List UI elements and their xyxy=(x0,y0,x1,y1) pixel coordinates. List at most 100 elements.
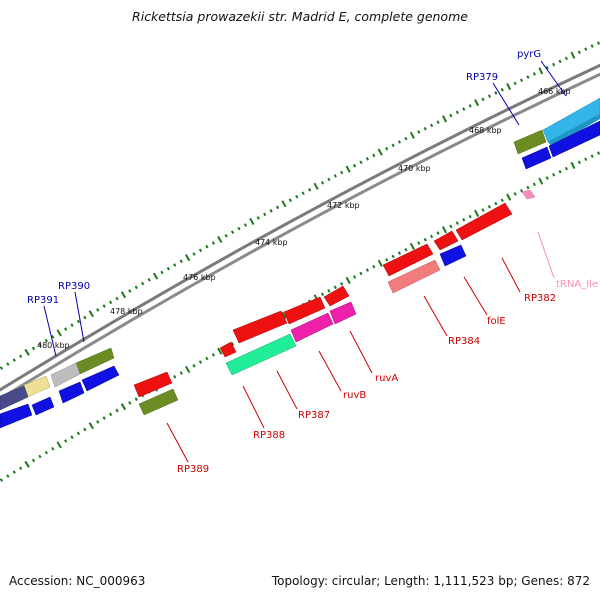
gene-block-RP382-arrow[interactable] xyxy=(433,230,459,251)
label-folE[interactable]: folE xyxy=(487,316,506,327)
gene-block-RP389[interactable] xyxy=(138,388,179,416)
minor-tick xyxy=(134,285,138,290)
major-tick xyxy=(377,259,383,267)
gene-block-blue-left-4[interactable] xyxy=(0,403,33,429)
minor-tick xyxy=(552,173,556,177)
label-RP387[interactable]: RP387 xyxy=(298,410,330,421)
minor-tick xyxy=(391,254,395,259)
label-tRNA_Ile[interactable]: tRNA_Ile xyxy=(556,279,598,290)
gene-block-khaki[interactable] xyxy=(23,375,51,398)
gene-block-blue-left-1[interactable] xyxy=(81,365,120,392)
kbp-label-476: 476 kbp xyxy=(183,273,216,282)
label-ruvB[interactable]: ruvB xyxy=(343,390,366,401)
minor-tick xyxy=(468,214,472,219)
minor-tick xyxy=(102,416,106,420)
label-RP382[interactable]: RP382 xyxy=(524,293,556,304)
minor-tick xyxy=(436,120,440,124)
label-RP384[interactable]: RP384 xyxy=(448,336,480,347)
minor-tick xyxy=(237,226,241,231)
leader-RP387 xyxy=(276,370,298,410)
gene-block-folE[interactable] xyxy=(439,244,467,267)
minor-tick xyxy=(340,170,344,175)
gene-block-RP384[interactable] xyxy=(387,259,441,294)
minor-tick xyxy=(564,56,569,61)
backbone-outer xyxy=(0,63,600,392)
leader-folE xyxy=(463,276,488,316)
leader-RP391 xyxy=(43,305,57,357)
minor-tick xyxy=(333,174,337,178)
gene-block-blue-left-3[interactable] xyxy=(31,396,55,416)
minor-tick xyxy=(0,478,4,482)
gene-block-RP384-top[interactable] xyxy=(382,243,434,277)
gene-block-blue-left-2[interactable] xyxy=(58,381,85,404)
minor-tick xyxy=(179,371,183,375)
minor-tick xyxy=(449,113,453,118)
minor-tick xyxy=(141,281,145,286)
major-tick xyxy=(345,276,351,284)
label-RP379[interactable]: RP379 xyxy=(466,72,498,83)
minor-tick xyxy=(205,356,209,361)
leader-RP389 xyxy=(166,422,189,463)
major-tick xyxy=(281,311,287,319)
label-pyrG[interactable]: pyrG xyxy=(517,49,541,60)
major-tick xyxy=(185,254,191,262)
gene-block-red-small[interactable] xyxy=(219,341,237,358)
major-tick xyxy=(24,348,30,356)
label-RP391[interactable]: RP391 xyxy=(27,295,59,306)
minor-tick xyxy=(558,169,562,174)
minor-tick xyxy=(404,247,408,252)
gene-block-tRNA_Ile[interactable] xyxy=(521,189,536,200)
minor-tick xyxy=(372,264,376,269)
gene-block-RP379[interactable] xyxy=(513,129,547,155)
major-tick xyxy=(506,82,512,91)
minor-tick xyxy=(359,271,363,276)
major-tick xyxy=(570,161,576,170)
minor-tick xyxy=(76,431,81,436)
minor-tick xyxy=(0,366,4,370)
gene-block-blue-top-1[interactable] xyxy=(521,146,552,170)
gene-block-ruvB[interactable] xyxy=(290,312,334,343)
minor-tick xyxy=(481,208,485,212)
minor-tick xyxy=(51,446,55,451)
backbone-inner xyxy=(0,72,600,401)
gene-block-ruvA-top[interactable] xyxy=(323,285,350,307)
major-tick xyxy=(570,51,576,59)
label-RP390[interactable]: RP390 xyxy=(58,281,90,292)
accession-text: Accession: NC_000963 xyxy=(9,574,146,588)
kbp-label-472: 472 kbp xyxy=(327,201,360,210)
minor-tick xyxy=(545,65,549,70)
minor-tick xyxy=(519,78,524,83)
gene-block-RP389-top[interactable] xyxy=(133,371,173,398)
gene-block-blue-top-2[interactable] xyxy=(548,120,600,158)
minor-tick xyxy=(134,397,138,401)
minor-tick xyxy=(494,91,498,95)
minor-tick xyxy=(44,338,48,343)
gene-block-pyrG[interactable] xyxy=(542,97,600,143)
label-ruvA[interactable]: ruvA xyxy=(375,373,398,384)
minor-tick xyxy=(198,360,203,364)
leader-RP388 xyxy=(242,385,265,429)
minor-tick xyxy=(275,205,280,210)
minor-tick xyxy=(19,354,23,359)
gene-block-RP388-top[interactable] xyxy=(232,310,288,344)
minor-tick xyxy=(83,315,87,320)
minor-tick xyxy=(494,201,498,206)
gene-block-RP388[interactable] xyxy=(225,333,297,376)
gene-block-grey[interactable] xyxy=(50,362,81,388)
gene-block-RP382[interactable] xyxy=(455,202,513,241)
label-RP389[interactable]: RP389 xyxy=(177,464,209,475)
minor-tick xyxy=(462,107,466,111)
genome-title: Rickettsia prowazekii str. Madrid E, com… xyxy=(132,9,468,24)
minor-tick xyxy=(552,62,556,67)
label-RP388[interactable]: RP388 xyxy=(253,430,285,441)
major-tick xyxy=(538,67,544,75)
minor-tick xyxy=(417,241,421,245)
inner-tick-row xyxy=(0,151,600,482)
minor-tick xyxy=(532,72,536,76)
gene-block-RP387[interactable] xyxy=(283,296,326,325)
minor-tick xyxy=(70,435,74,439)
gene-block-slate[interactable] xyxy=(0,385,29,411)
gene-block-ruvA[interactable] xyxy=(329,301,357,325)
minor-tick xyxy=(173,375,177,379)
minor-tick xyxy=(468,104,472,108)
